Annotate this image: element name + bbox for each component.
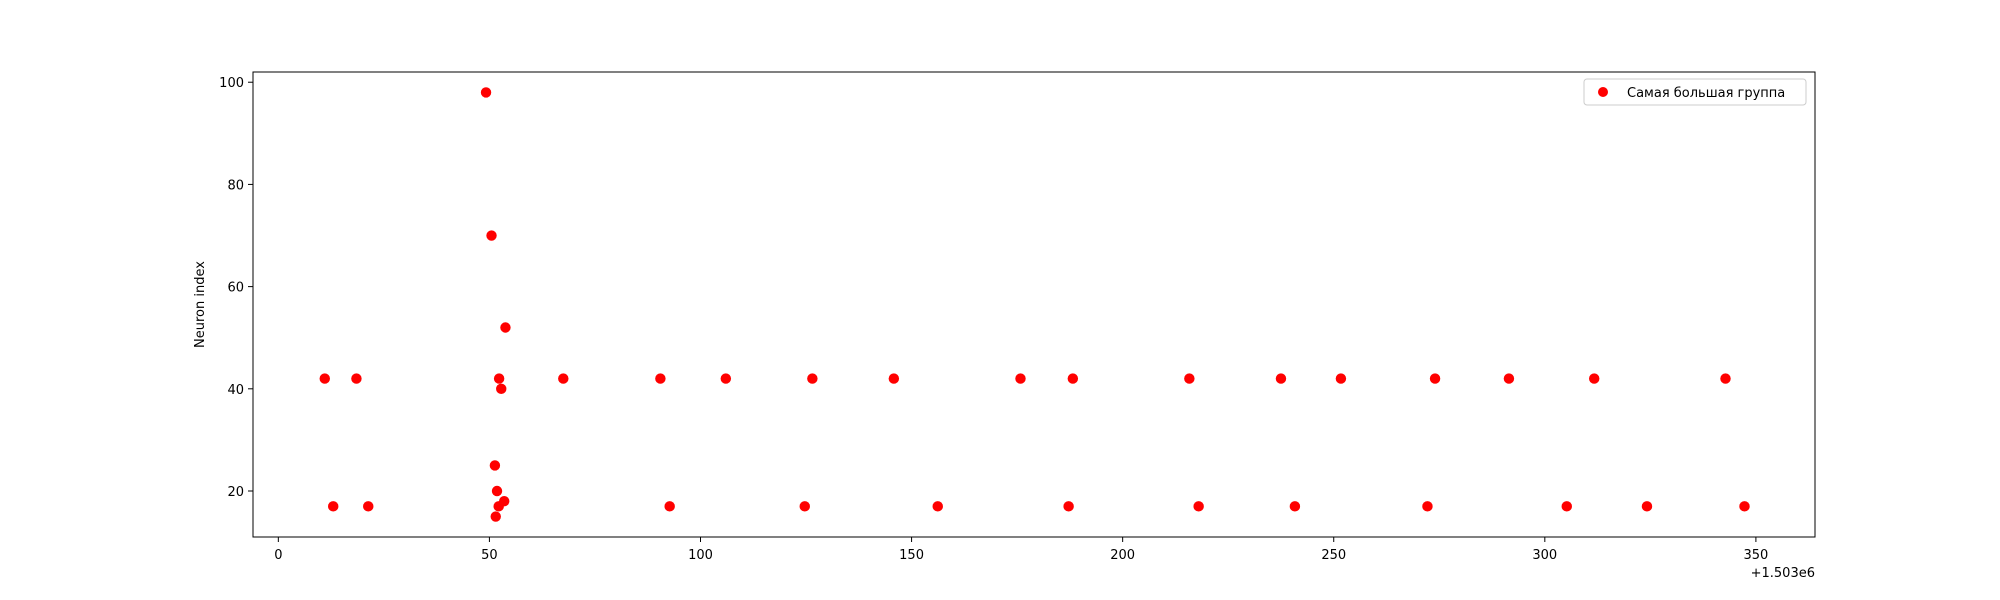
scatter-point: [1063, 501, 1074, 512]
x-tick-label: 50: [481, 548, 498, 563]
scatter-point: [500, 322, 511, 333]
scatter-point: [351, 373, 362, 384]
x-tick-label: 200: [1110, 548, 1135, 563]
scatter-point: [1561, 501, 1572, 512]
scatter-point: [1739, 501, 1750, 512]
x-tick-label: 150: [899, 548, 924, 563]
scatter-point: [319, 373, 330, 384]
scatter-point: [1275, 373, 1287, 384]
scatter-point: [1193, 501, 1204, 512]
scatter-point: [1015, 373, 1026, 384]
legend: Самая большая группа: [1583, 78, 1807, 106]
scatter-point: [493, 501, 504, 512]
scatter-point: [490, 511, 501, 522]
scatter-point: [1289, 501, 1301, 512]
x-tick-label: 350: [1743, 548, 1768, 563]
scatter-point: [1184, 373, 1195, 384]
legend-marker: [1598, 87, 1608, 97]
scatter-point: [799, 501, 810, 512]
scatter-point: [1641, 501, 1653, 512]
scatter-point: [496, 383, 507, 395]
legend-label: Самая большая группа: [1627, 86, 1785, 101]
scatter-point: [807, 373, 818, 384]
scatter-point: [558, 373, 569, 384]
scatter-point: [493, 373, 505, 384]
x-axis-ticks: 0 50 100 150 200 250 300 350: [274, 537, 1768, 563]
scatter-point: [1720, 373, 1731, 384]
x-tick-label: 300: [1532, 548, 1557, 563]
y-tick-label: 60: [227, 281, 244, 296]
x-tick-label: 250: [1321, 548, 1346, 563]
y-tick-label: 80: [227, 178, 244, 193]
scatter-point: [486, 230, 497, 241]
scatter-point: [1589, 373, 1600, 384]
scatter-point: [720, 373, 732, 384]
y-axis-label: Neuron index: [193, 261, 208, 348]
legend-box: [1583, 78, 1807, 106]
y-tick-label: 20: [227, 485, 244, 500]
scatter-point: [489, 460, 501, 471]
scatter-point: [1422, 501, 1433, 512]
x-tick-label: 0: [274, 548, 282, 563]
scatter-point: [664, 501, 675, 512]
x-tick-label: 100: [688, 548, 713, 563]
scatter-point: [932, 501, 943, 512]
scatter-point: [1503, 373, 1515, 384]
data-points: [319, 87, 1750, 522]
scatter-point: [1067, 373, 1079, 384]
scatter-point: [363, 501, 374, 512]
scatter-point: [888, 373, 900, 384]
scatter-point: [328, 501, 339, 512]
y-tick-label: 100: [219, 76, 244, 91]
scatter-point: [491, 485, 503, 497]
y-axis-ticks: 20 40 60 80 100: [219, 76, 253, 500]
scatter-point: [1335, 373, 1347, 384]
scatter-point: [655, 373, 666, 384]
x-axis-offset-label: +1.503e6: [1751, 566, 1815, 581]
plot-area-frame: [252, 71, 1816, 538]
y-tick-label: 40: [227, 383, 244, 398]
scatter-point: [1429, 373, 1441, 384]
scatter-point: [480, 87, 492, 98]
